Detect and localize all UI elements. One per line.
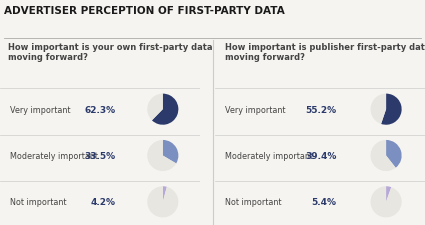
Text: 33.5%: 33.5% [85,151,116,160]
Wedge shape [163,140,178,164]
Wedge shape [147,94,163,121]
Wedge shape [386,140,402,168]
Wedge shape [147,187,178,217]
Wedge shape [152,94,178,125]
Text: Very important: Very important [10,105,71,114]
Text: How important is publisher first-party data
moving forward?: How important is publisher first-party d… [225,43,425,62]
Text: Not important: Not important [225,198,282,206]
Text: Moderately important: Moderately important [10,151,98,160]
Wedge shape [386,187,391,202]
Text: 55.2%: 55.2% [306,105,337,114]
Text: 39.4%: 39.4% [305,151,337,160]
Wedge shape [381,94,402,125]
Wedge shape [371,187,402,217]
Text: Moderately important: Moderately important [225,151,313,160]
Wedge shape [371,140,396,171]
Wedge shape [371,94,386,124]
Text: Very important: Very important [225,105,286,114]
Wedge shape [163,187,167,202]
Wedge shape [147,140,176,171]
Text: Not important: Not important [10,198,66,206]
Text: ADVERTISER PERCEPTION OF FIRST-PARTY DATA: ADVERTISER PERCEPTION OF FIRST-PARTY DAT… [4,6,285,16]
Text: 4.2%: 4.2% [91,198,116,206]
Text: 5.4%: 5.4% [312,198,337,206]
Text: How important is your own first-party data
moving forward?: How important is your own first-party da… [8,43,212,62]
Text: 62.3%: 62.3% [85,105,116,114]
